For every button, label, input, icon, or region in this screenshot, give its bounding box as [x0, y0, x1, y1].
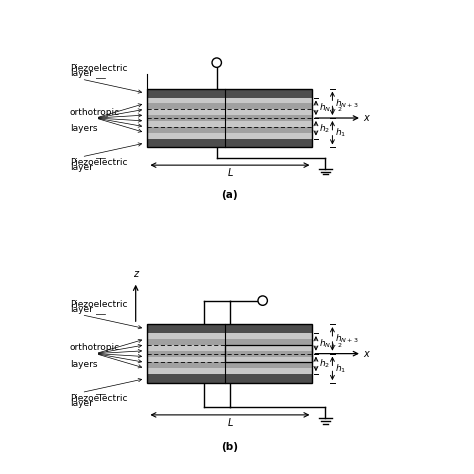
Bar [147, 103, 312, 109]
Bar [147, 356, 312, 363]
Bar [147, 324, 312, 333]
Bar [147, 121, 312, 127]
Text: x: x [363, 349, 369, 359]
Text: (a): (a) [222, 190, 238, 200]
Bar [147, 368, 312, 374]
Bar [147, 127, 312, 133]
Bar [147, 138, 312, 147]
Text: orthotropic: orthotropic [70, 344, 120, 353]
Text: L: L [227, 168, 233, 178]
Text: layer: layer [70, 399, 92, 408]
Text: orthotropic: orthotropic [70, 108, 120, 117]
Bar [147, 363, 312, 368]
Text: $h_1$: $h_1$ [335, 127, 346, 139]
Text: $h_1$: $h_1$ [335, 362, 346, 374]
Text: $h_{N+3}$: $h_{N+3}$ [335, 97, 359, 109]
Bar [147, 351, 312, 356]
Text: Piezoelectric: Piezoelectric [70, 300, 127, 309]
Bar [147, 324, 312, 383]
Text: $h_2$: $h_2$ [319, 357, 330, 370]
Text: $h_{N+3}$: $h_{N+3}$ [335, 333, 359, 345]
Bar [147, 109, 312, 115]
Bar [147, 374, 312, 383]
Text: layer: layer [70, 305, 92, 314]
Text: layers: layers [70, 359, 97, 368]
Bar [147, 133, 312, 138]
Text: $h_2$: $h_2$ [319, 122, 330, 135]
Bar [147, 89, 312, 147]
Text: layer: layer [70, 163, 92, 172]
Bar [147, 115, 312, 121]
Text: Piezoelectric: Piezoelectric [70, 394, 127, 403]
Bar [147, 333, 312, 339]
Text: layer: layer [70, 69, 92, 78]
Circle shape [212, 58, 221, 67]
Circle shape [258, 296, 267, 305]
Bar [147, 89, 312, 98]
Text: Piezoelectric: Piezoelectric [70, 64, 127, 73]
Text: x: x [363, 113, 369, 123]
Text: $h_{N+2}$: $h_{N+2}$ [319, 337, 342, 350]
Text: $h_{N+2}$: $h_{N+2}$ [319, 101, 342, 114]
Bar [147, 345, 312, 351]
Text: L: L [227, 418, 233, 428]
Text: layers: layers [70, 124, 97, 133]
Bar [147, 339, 312, 345]
Text: Piezoelectric: Piezoelectric [70, 158, 127, 167]
Bar [225, 345, 312, 363]
Bar [147, 98, 312, 103]
Text: z: z [133, 269, 138, 279]
Text: (b): (b) [221, 442, 238, 452]
